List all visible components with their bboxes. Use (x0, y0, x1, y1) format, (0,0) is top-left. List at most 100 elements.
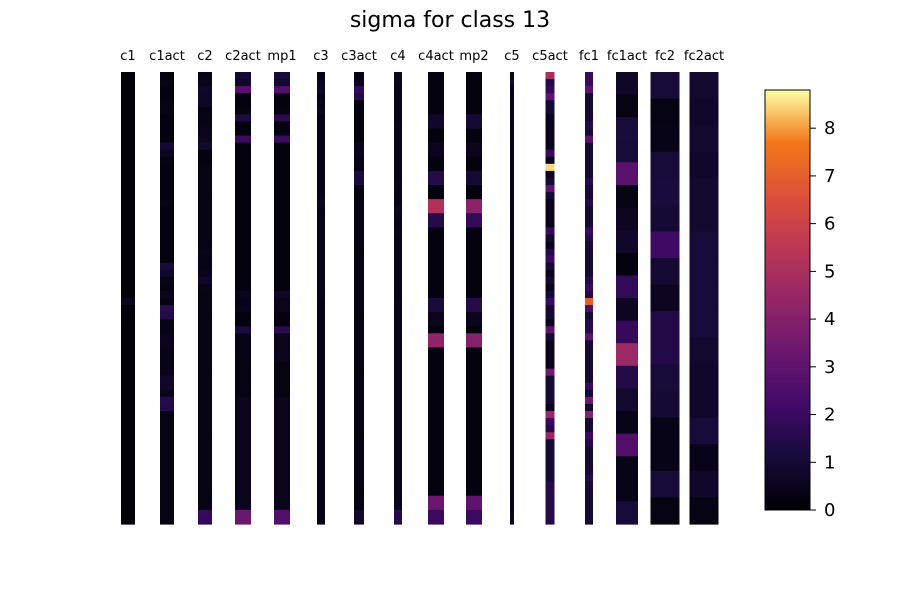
heatmap-cell (121, 206, 135, 214)
heatmap-cell (354, 333, 364, 341)
heatmap-cell (394, 368, 402, 377)
heatmap-cell (510, 283, 514, 292)
heatmap-cell (274, 72, 290, 80)
heatmap-cell (510, 375, 514, 384)
heatmap-cell (510, 509, 514, 518)
heatmap-cell (510, 389, 514, 398)
heatmap-cell (121, 333, 135, 341)
heatmap-cell (160, 326, 174, 334)
heatmap-cell (235, 276, 251, 285)
heatmap-cell (235, 432, 251, 440)
heatmap-cell (317, 446, 325, 454)
heatmap-cell (160, 163, 174, 172)
heatmap-cell (689, 231, 719, 259)
heatmap-cell (428, 509, 444, 518)
heatmap-cell (466, 135, 482, 144)
heatmap-cell (160, 241, 174, 250)
heatmap-cell (466, 509, 482, 518)
heatmap-cell (198, 403, 212, 412)
heatmap-cell (160, 255, 174, 264)
heatmap-cell (354, 170, 364, 179)
heatmap-cell (510, 453, 514, 462)
heatmap-cell (235, 418, 251, 426)
heatmap-cell (466, 460, 482, 469)
heatmap-cell (198, 396, 212, 405)
heatmap-cell (160, 269, 174, 278)
heatmap-cell (235, 199, 251, 207)
heatmap-cell (510, 213, 514, 221)
heatmap-cell (585, 100, 593, 108)
heatmap-cell (466, 411, 482, 419)
heatmap-cell (160, 411, 174, 419)
heatmap-cell (510, 298, 514, 306)
heatmap-cell (545, 460, 555, 469)
heatmap-cell (428, 389, 444, 398)
heatmap-cell (160, 107, 174, 115)
heatmap-cell (317, 460, 325, 469)
heatmap-cell (616, 252, 638, 276)
heatmap-cell (317, 403, 325, 412)
heatmap-cell (274, 199, 290, 207)
heatmap-cell (121, 460, 135, 469)
heatmap-cell (466, 227, 482, 236)
heatmap-cell (121, 121, 135, 130)
heatmap-cell (545, 128, 555, 137)
heatmap-cell (545, 474, 555, 483)
heatmap-cell (394, 340, 402, 349)
heatmap-cell (616, 456, 638, 480)
heatmap-cell (510, 326, 514, 334)
heatmap-cell (428, 333, 444, 341)
heatmap-column-fc2: fc2 (650, 49, 680, 525)
heatmap-cell (650, 231, 680, 259)
heatmap-cell (121, 241, 135, 250)
heatmap-cell (585, 156, 593, 165)
heatmap-cell (585, 170, 593, 179)
heatmap-cell (354, 121, 364, 130)
heatmap-cell (274, 100, 290, 108)
heatmap-cell (394, 432, 402, 440)
heatmap-cell (121, 396, 135, 405)
heatmap-cell (689, 204, 719, 233)
heatmap-cell (545, 509, 555, 518)
heatmap-cell (354, 192, 364, 200)
heatmap-cell (198, 495, 212, 504)
heatmap-cell (274, 446, 290, 454)
heatmap-cell (121, 411, 135, 419)
heatmap-cell (354, 298, 364, 306)
heatmap-cell (354, 460, 364, 469)
heatmap-column-mp1: mp1 (267, 49, 297, 525)
heatmap-cell (585, 86, 593, 94)
heatmap-cell (394, 142, 402, 151)
heatmap-cell (160, 333, 174, 341)
heatmap-cell (354, 418, 364, 426)
colorbar-ticks: 0 1 2 3 4 5 6 7 8 (810, 118, 835, 521)
heatmap-cell (274, 425, 290, 433)
column-label: c4act (418, 49, 454, 64)
heatmap-cell (235, 305, 251, 313)
heatmap-cell (354, 156, 364, 165)
heatmap-cell (428, 396, 444, 405)
heatmap-cell (650, 151, 680, 179)
heatmap-cell (428, 319, 444, 327)
heatmap-cell (198, 213, 212, 221)
column-label: fc1 (579, 49, 599, 64)
heatmap-cell (545, 354, 555, 363)
heatmap-cell (428, 234, 444, 243)
heatmap-cell (545, 305, 555, 313)
column-label: fc2act (684, 49, 724, 64)
heatmap-cell (466, 128, 482, 137)
heatmap-cell (510, 192, 514, 200)
heatmap-cell (466, 206, 482, 214)
heatmap-cell (585, 177, 593, 186)
heatmap-cell (235, 467, 251, 476)
heatmap-cell (317, 396, 325, 405)
heatmap-cell (235, 481, 251, 490)
heatmap-cell (235, 488, 251, 497)
heatmap-cell (235, 163, 251, 172)
heatmap-cell (160, 185, 174, 193)
heatmap-cell (198, 516, 212, 525)
heatmap-cell (616, 388, 638, 412)
heatmap-cell (428, 149, 444, 158)
heatmap-cell (354, 114, 364, 123)
heatmap-cell (689, 337, 719, 366)
